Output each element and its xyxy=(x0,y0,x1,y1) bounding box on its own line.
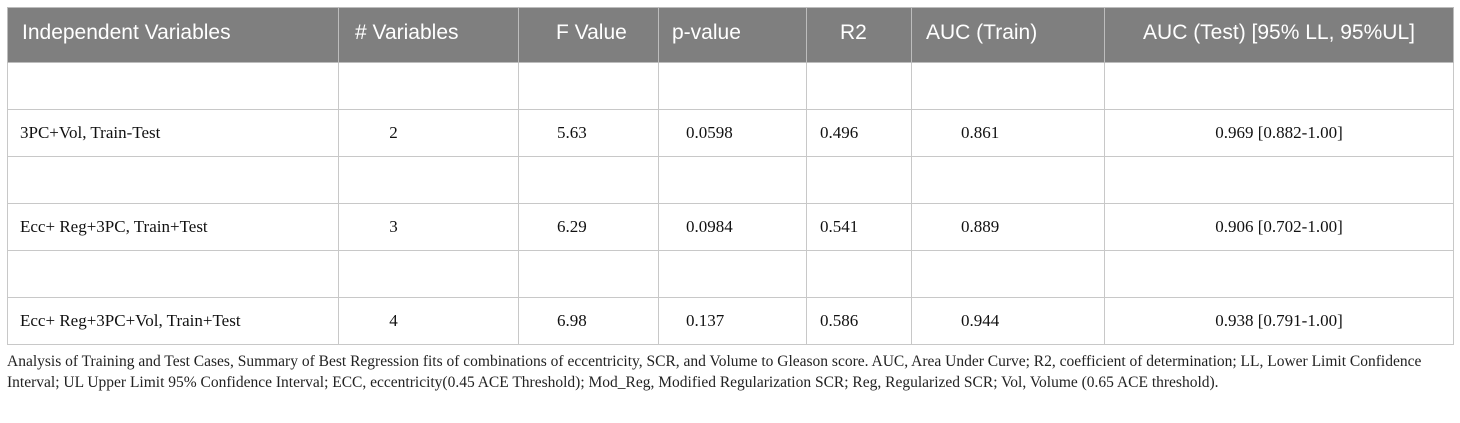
cell-p-value: 0.0598 xyxy=(658,109,807,157)
table-spacer-row xyxy=(7,62,1454,110)
cell-independent-variables: Ecc+ Reg+3PC+Vol, Train+Test xyxy=(7,297,339,345)
header-auc-train: AUC (Train) xyxy=(911,7,1105,63)
header-f-value: F Value xyxy=(518,7,659,63)
cell-p-value: 0.0984 xyxy=(658,203,807,251)
cell-num-variables: 4 xyxy=(338,297,519,345)
table-spacer-row xyxy=(7,250,1454,298)
regression-results-table: Independent Variables # Variables F Valu… xyxy=(7,7,1454,345)
table-caption: Analysis of Training and Test Cases, Sum… xyxy=(7,353,1422,391)
cell-f-value: 6.98 xyxy=(518,297,659,345)
cell-f-value: 6.29 xyxy=(518,203,659,251)
cell-auc-train: 0.889 xyxy=(911,203,1105,251)
header-auc-test: AUC (Test) [95% LL, 95%UL] xyxy=(1104,7,1454,63)
cell-p-value: 0.137 xyxy=(658,297,807,345)
header-num-variables: # Variables xyxy=(338,7,519,63)
cell-independent-variables: 3PC+Vol, Train-Test xyxy=(7,109,339,157)
cell-auc-train: 0.944 xyxy=(911,297,1105,345)
cell-auc-test: 0.969 [0.882-1.00] xyxy=(1104,109,1454,157)
table-header-row: Independent Variables # Variables F Valu… xyxy=(7,7,1454,63)
cell-r2: 0.496 xyxy=(806,109,912,157)
cell-r2: 0.541 xyxy=(806,203,912,251)
cell-auc-test: 0.906 [0.702-1.00] xyxy=(1104,203,1454,251)
header-r2: R2 xyxy=(806,7,912,63)
table-row: 3PC+Vol, Train-Test 2 5.63 0.0598 0.496 … xyxy=(7,109,1454,157)
table-row: Ecc+ Reg+3PC+Vol, Train+Test 4 6.98 0.13… xyxy=(7,297,1454,345)
cell-auc-test: 0.938 [0.791-1.00] xyxy=(1104,297,1454,345)
cell-auc-train: 0.861 xyxy=(911,109,1105,157)
cell-f-value: 5.63 xyxy=(518,109,659,157)
table-spacer-row xyxy=(7,156,1454,204)
cell-num-variables: 2 xyxy=(338,109,519,157)
table-row: Ecc+ Reg+3PC, Train+Test 3 6.29 0.0984 0… xyxy=(7,203,1454,251)
results-table-container: Independent Variables # Variables F Valu… xyxy=(7,7,1454,345)
cell-num-variables: 3 xyxy=(338,203,519,251)
header-p-value: p-value xyxy=(658,7,807,63)
cell-independent-variables: Ecc+ Reg+3PC, Train+Test xyxy=(7,203,339,251)
cell-r2: 0.586 xyxy=(806,297,912,345)
header-independent-variables: Independent Variables xyxy=(7,7,339,63)
